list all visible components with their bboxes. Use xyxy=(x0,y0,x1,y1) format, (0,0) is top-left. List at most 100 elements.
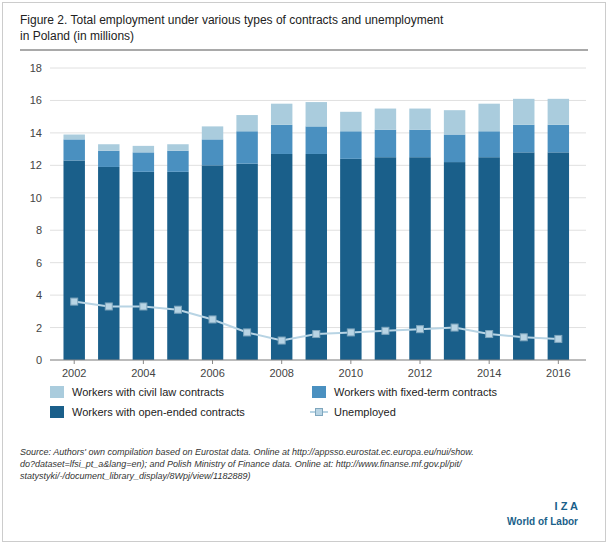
x-tick xyxy=(350,360,351,364)
bar xyxy=(306,126,327,154)
bar xyxy=(271,125,292,154)
bar xyxy=(236,131,257,163)
legend: Workers with civil law contracts Workers … xyxy=(50,386,498,418)
marker xyxy=(382,327,389,334)
marker xyxy=(347,329,354,336)
bar xyxy=(167,151,188,172)
y-tick-label: 8 xyxy=(36,224,42,236)
bar xyxy=(306,154,327,360)
bar xyxy=(98,151,119,167)
y-tick-label: 12 xyxy=(30,159,42,171)
y-tick-label: 0 xyxy=(36,354,42,366)
bar xyxy=(478,104,499,132)
x-tick xyxy=(212,360,213,364)
bar xyxy=(306,102,327,126)
y-tick-label: 16 xyxy=(30,94,42,106)
x-tick xyxy=(74,360,75,364)
bar xyxy=(133,146,154,152)
bar xyxy=(375,109,396,130)
bar xyxy=(98,144,119,150)
bar xyxy=(409,109,430,130)
legend-label: Workers with civil law contracts xyxy=(72,386,224,398)
bar xyxy=(271,154,292,360)
grid-line xyxy=(50,100,586,101)
legend-swatch xyxy=(50,406,64,418)
marker xyxy=(140,303,147,310)
logo-text: World of Labor xyxy=(507,516,578,527)
x-tick-label: 2014 xyxy=(477,367,501,379)
marker xyxy=(555,335,562,342)
marker xyxy=(520,334,527,341)
title: Figure 2. Total employment under various… xyxy=(20,13,444,43)
x-tick-label: 2012 xyxy=(408,367,432,379)
x-tick-label: 2008 xyxy=(269,367,293,379)
y-tick-label: 4 xyxy=(36,289,42,301)
x-tick-label: 2010 xyxy=(339,367,363,379)
marker xyxy=(209,316,216,323)
bar xyxy=(375,130,396,158)
bar xyxy=(548,125,569,153)
bar xyxy=(63,139,84,160)
bar xyxy=(202,139,223,165)
source-note: Source: Authors' own compilation based o… xyxy=(20,447,474,481)
y-tick-label: 6 xyxy=(36,257,42,269)
x-tick-label: 2006 xyxy=(200,367,224,379)
x-axis-line xyxy=(50,360,586,361)
title-line: Figure 2. Total employment under various… xyxy=(20,13,444,27)
legend-swatch xyxy=(50,386,64,398)
source-line: statystyki/-/document_library_display/8W… xyxy=(20,471,250,481)
marker xyxy=(313,331,320,338)
x-axis: 2002 2004 2006 2008 2010 2012 2014 2016 xyxy=(50,360,586,379)
bar xyxy=(513,99,534,125)
bar xyxy=(444,110,465,134)
plot-marks xyxy=(63,99,569,360)
x-tick xyxy=(489,360,490,364)
bar xyxy=(340,112,361,131)
title-line: in Poland (in millions) xyxy=(20,29,134,43)
marker xyxy=(71,298,78,305)
bar xyxy=(478,157,499,360)
legend-swatch xyxy=(312,386,326,398)
bar xyxy=(271,104,292,125)
legend-swatch xyxy=(316,409,323,416)
bar xyxy=(236,115,257,131)
marker xyxy=(105,303,112,310)
bar xyxy=(548,152,569,360)
bar xyxy=(202,165,223,360)
legend-label: Workers with open-ended contracts xyxy=(72,406,245,418)
y-tick-label: 10 xyxy=(30,192,42,204)
bar xyxy=(444,162,465,360)
y-tick-label: 14 xyxy=(30,127,42,139)
x-tick-label: 2016 xyxy=(546,367,570,379)
bar xyxy=(478,131,499,157)
bar xyxy=(63,160,84,360)
bar xyxy=(513,152,534,360)
source-line: Source: Authors' own compilation based o… xyxy=(20,447,474,457)
bar xyxy=(133,152,154,171)
grid-line xyxy=(50,360,586,361)
x-tick xyxy=(281,360,282,364)
bar xyxy=(409,130,430,158)
line xyxy=(74,302,558,341)
grid-line xyxy=(50,68,586,69)
legend-label: Unemployed xyxy=(334,406,396,418)
x-tick-label: 2004 xyxy=(131,367,155,379)
x-tick-label: 2002 xyxy=(62,367,86,379)
bar xyxy=(63,135,84,140)
bar xyxy=(167,172,188,360)
legend-label: Workers with fixed-term contracts xyxy=(334,386,498,398)
marker xyxy=(244,329,251,336)
x-tick xyxy=(558,360,559,364)
bar xyxy=(548,99,569,125)
bar xyxy=(444,135,465,163)
x-tick xyxy=(143,360,144,364)
bar xyxy=(340,131,361,159)
bar xyxy=(133,172,154,360)
logo-text: I Z A xyxy=(555,500,578,512)
marker xyxy=(486,331,493,338)
bar xyxy=(98,167,119,360)
bar xyxy=(340,159,361,360)
border xyxy=(3,3,606,542)
marker xyxy=(278,337,285,344)
chart: Figure 2. Total employment under various… xyxy=(0,0,608,544)
